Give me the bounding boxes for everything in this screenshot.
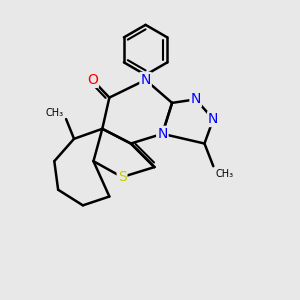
Text: N: N <box>208 112 218 126</box>
Text: N: N <box>190 92 201 106</box>
Text: O: O <box>87 73 98 87</box>
Text: N: N <box>140 73 151 87</box>
Text: CH₃: CH₃ <box>46 108 64 118</box>
Text: CH₃: CH₃ <box>216 169 234 178</box>
Text: S: S <box>118 170 126 184</box>
Text: N: N <box>157 127 168 141</box>
